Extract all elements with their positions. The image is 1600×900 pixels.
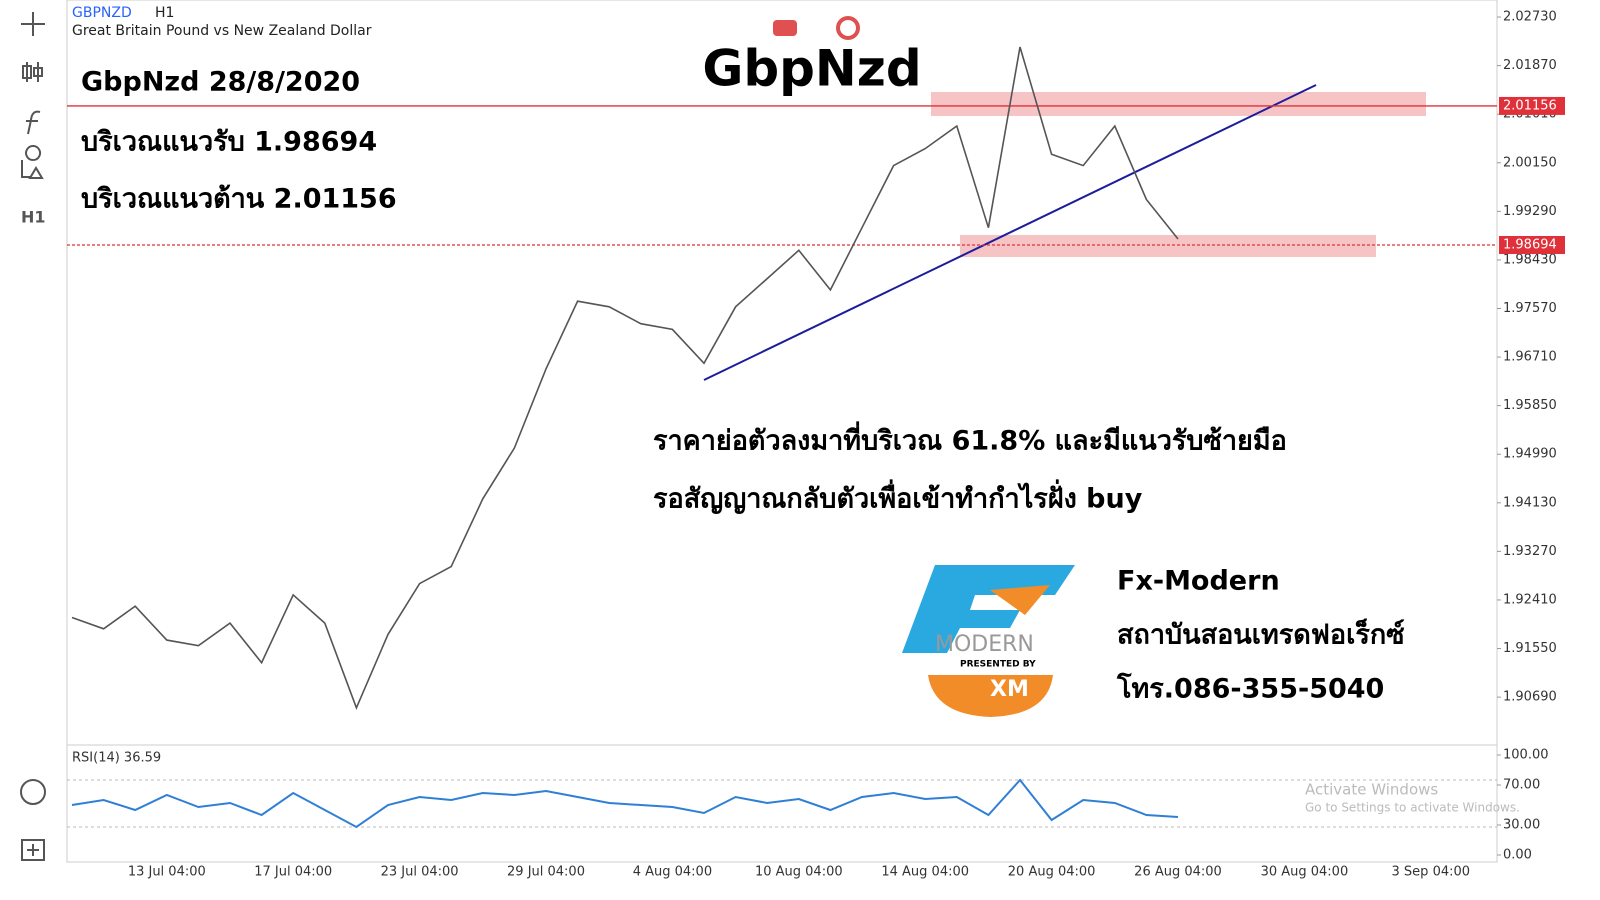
level-label: 2.01156 bbox=[1503, 98, 1557, 113]
timeframe-button[interactable]: H1 bbox=[21, 208, 46, 227]
symbol[interactable]: GBPNZD bbox=[72, 5, 132, 21]
x-tick-label: 23 Jul 04:00 bbox=[381, 865, 459, 880]
plot: 2.027302.018702.010102.001501.992901.984… bbox=[67, 10, 1565, 880]
annotation: MODERN bbox=[935, 632, 1034, 657]
y-tick-label: 2.02730 bbox=[1503, 10, 1557, 25]
y-tick-label: 0.00 bbox=[1503, 848, 1532, 863]
logo-badge bbox=[928, 675, 1053, 717]
y-tick-label: 100.00 bbox=[1503, 748, 1549, 763]
y-tick-label: 2.00150 bbox=[1503, 155, 1557, 170]
x-tick-label: 10 Aug 04:00 bbox=[755, 865, 843, 880]
crosshair-icon[interactable] bbox=[21, 12, 45, 36]
annotation: ราคาย่อตัวลงมาที่บริเวณ 61.8% และมีแนวรั… bbox=[653, 421, 1287, 457]
description: Great Britain Pound vs New Zealand Dolla… bbox=[72, 23, 372, 39]
level-label: 1.98694 bbox=[1503, 238, 1557, 253]
annotation: PRESENTED BY bbox=[960, 660, 1036, 670]
watermark: Activate Windows bbox=[1305, 781, 1438, 799]
watermark: Go to Settings to activate Windows. bbox=[1305, 801, 1520, 815]
y-tick-label: 70.00 bbox=[1503, 778, 1540, 793]
annotation: XM bbox=[990, 677, 1029, 702]
annotation: สถาบันสอนเทรดฟอเร็กซ์ bbox=[1117, 617, 1405, 651]
icon[interactable] bbox=[836, 16, 860, 40]
support-zone bbox=[960, 235, 1376, 257]
annotation: บริเวณแนวต้าน 2.01156 bbox=[81, 184, 397, 215]
level-label-box bbox=[1499, 236, 1565, 255]
resistance-zone bbox=[931, 92, 1426, 116]
level-label-box bbox=[1499, 96, 1565, 115]
y-tick-label: 1.92410 bbox=[1503, 592, 1557, 607]
y-tick-label: 1.99290 bbox=[1503, 204, 1557, 219]
x-tick-label: 4 Aug 04:00 bbox=[633, 865, 712, 880]
x-tick-label: 13 Jul 04:00 bbox=[128, 865, 206, 880]
fib-icon[interactable] bbox=[26, 110, 41, 135]
add-icon[interactable] bbox=[21, 839, 45, 861]
y-tick-label: 1.94130 bbox=[1503, 495, 1557, 510]
candles-icon[interactable] bbox=[22, 62, 43, 82]
x-tick-label: 17 Jul 04:00 bbox=[254, 865, 332, 880]
x-tick-label: 14 Aug 04:00 bbox=[881, 865, 969, 880]
y-tick-label: 1.93270 bbox=[1503, 544, 1557, 559]
x-tick-label: 20 Aug 04:00 bbox=[1008, 865, 1096, 880]
toolbar bbox=[20, 12, 46, 861]
x-tick-label: 3 Sep 04:00 bbox=[1392, 865, 1471, 880]
y-tick-label: 1.95850 bbox=[1503, 398, 1557, 413]
chart-subtitle: GbpNzd 28/8/2020 bbox=[81, 67, 360, 98]
y-tick-label: 30.00 bbox=[1503, 818, 1540, 833]
logo-mark bbox=[990, 585, 1050, 615]
annotation: Fx-Modern bbox=[1117, 566, 1280, 597]
y-tick-label: 1.94990 bbox=[1503, 447, 1557, 462]
indicators-icon[interactable] bbox=[20, 779, 46, 805]
y-tick-label: 1.90690 bbox=[1503, 690, 1557, 705]
timeframe: H1 bbox=[155, 5, 174, 21]
annotation: รอสัญญาณกลับตัวเพื่อเข้าทำกำไรฝั่ง buy bbox=[653, 479, 1143, 515]
y-tick-label: 2.01870 bbox=[1503, 58, 1557, 73]
rsi-title: RSI(14) 36.59 bbox=[72, 751, 161, 766]
rsi-line bbox=[71, 778, 1179, 829]
trendline bbox=[703, 84, 1317, 381]
y-tick-label: 1.91550 bbox=[1503, 641, 1557, 656]
x-tick-label: 26 Aug 04:00 bbox=[1134, 865, 1222, 880]
x-tick-label: 29 Jul 04:00 bbox=[507, 865, 585, 880]
logo bbox=[902, 565, 1075, 717]
y-tick-label: 1.98430 bbox=[1503, 252, 1557, 267]
shapes-icon[interactable] bbox=[21, 145, 44, 179]
y-tick-label: 1.96710 bbox=[1503, 350, 1557, 365]
annotation: บริเวณแนวรับ 1.98694 bbox=[81, 127, 377, 158]
price-line bbox=[71, 46, 1179, 710]
y-tick-label: 1.97570 bbox=[1503, 301, 1557, 316]
annotation: โทร.086-355-5040 bbox=[1116, 672, 1384, 705]
frame bbox=[66, 0, 1498, 863]
x-tick-label: 30 Aug 04:00 bbox=[1261, 865, 1349, 880]
chart-title: GbpNzd bbox=[702, 40, 921, 98]
icon[interactable] bbox=[773, 20, 797, 36]
